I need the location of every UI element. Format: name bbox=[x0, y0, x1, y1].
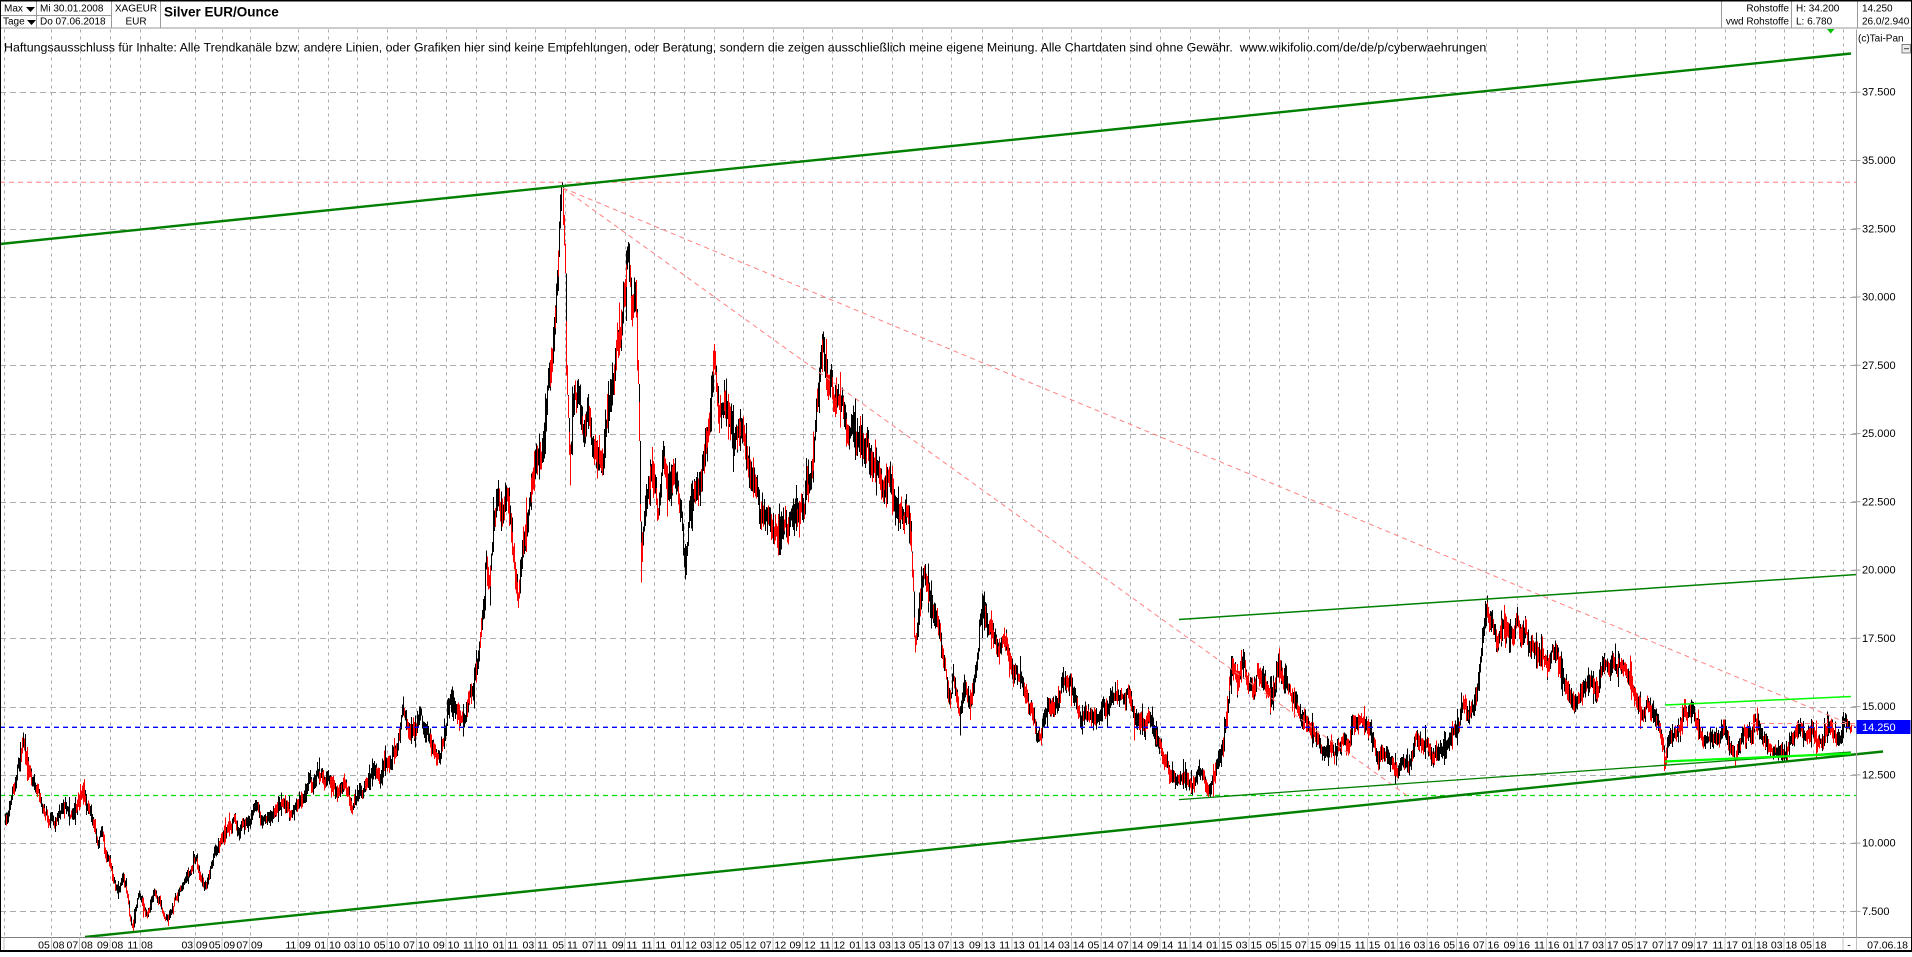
svg-text:09 14: 09 14 bbox=[1147, 940, 1173, 952]
svg-text:09 13: 09 13 bbox=[969, 940, 995, 952]
svg-text:05 15: 05 15 bbox=[1266, 940, 1292, 952]
svg-text:(c)Tai-Pan: (c)Tai-Pan bbox=[1858, 34, 1904, 45]
svg-text:11 10: 11 10 bbox=[463, 940, 489, 952]
svg-text:09 17: 09 17 bbox=[1682, 940, 1708, 952]
svg-text:07 12: 07 12 bbox=[760, 940, 786, 952]
svg-text:XAGEUR: XAGEUR bbox=[115, 4, 157, 15]
svg-text:05 13: 05 13 bbox=[909, 940, 935, 952]
svg-text:01 11: 01 11 bbox=[493, 940, 519, 952]
svg-text:15.000: 15.000 bbox=[1862, 701, 1896, 713]
svg-text:01 13: 01 13 bbox=[849, 940, 875, 952]
svg-text:14.250: 14.250 bbox=[1862, 4, 1893, 15]
svg-text:03 09: 03 09 bbox=[181, 940, 207, 952]
svg-text:03 16: 03 16 bbox=[1414, 940, 1440, 952]
svg-text:L: 6.780: L: 6.780 bbox=[1796, 17, 1833, 28]
svg-text:11 14: 11 14 bbox=[1177, 940, 1203, 952]
svg-text:01 15: 01 15 bbox=[1206, 940, 1232, 952]
svg-text:01 10: 01 10 bbox=[314, 940, 340, 952]
svg-text:Max: Max bbox=[4, 4, 23, 15]
svg-text:03 18: 03 18 bbox=[1771, 940, 1797, 952]
svg-text:17.500: 17.500 bbox=[1862, 633, 1896, 645]
svg-text:11 08: 11 08 bbox=[127, 940, 153, 952]
svg-text:30.000: 30.000 bbox=[1862, 292, 1896, 304]
svg-text:35.000: 35.000 bbox=[1862, 155, 1896, 167]
svg-text:11 16: 11 16 bbox=[1534, 940, 1560, 952]
svg-text:-: - bbox=[1847, 940, 1851, 952]
svg-text:05 08: 05 08 bbox=[38, 940, 64, 952]
svg-text:09 16: 09 16 bbox=[1504, 940, 1530, 952]
svg-text:05 14: 05 14 bbox=[1088, 940, 1114, 952]
svg-text:01 18: 01 18 bbox=[1741, 940, 1767, 952]
svg-text:37.500: 37.500 bbox=[1862, 87, 1896, 99]
svg-text:09 10: 09 10 bbox=[433, 940, 459, 952]
svg-text:Silver EUR/Ounce: Silver EUR/Ounce bbox=[164, 4, 279, 19]
svg-text:11 13: 11 13 bbox=[999, 940, 1025, 952]
svg-text:Mi 30.01.2008: Mi 30.01.2008 bbox=[40, 4, 104, 15]
svg-text:07 17: 07 17 bbox=[1652, 940, 1678, 952]
svg-text:12.500: 12.500 bbox=[1862, 769, 1896, 781]
svg-text:07.06.18: 07.06.18 bbox=[1867, 940, 1908, 952]
svg-text:09 08: 09 08 bbox=[97, 940, 123, 952]
svg-text:07 10: 07 10 bbox=[403, 940, 429, 952]
svg-text:20.000: 20.000 bbox=[1862, 565, 1896, 577]
svg-text:14.250: 14.250 bbox=[1862, 722, 1896, 734]
svg-text:32.500: 32.500 bbox=[1862, 223, 1896, 235]
svg-text:05 16: 05 16 bbox=[1443, 940, 1469, 952]
svg-text:Do 07.06.2018: Do 07.06.2018 bbox=[40, 17, 106, 28]
svg-text:01 17: 01 17 bbox=[1563, 940, 1589, 952]
svg-text:22.500: 22.500 bbox=[1862, 496, 1896, 508]
svg-text:01 12: 01 12 bbox=[671, 940, 697, 952]
svg-text:09 11: 09 11 bbox=[612, 940, 638, 952]
svg-text:11 09: 11 09 bbox=[285, 940, 311, 952]
svg-text:11 15: 11 15 bbox=[1355, 940, 1381, 952]
svg-text:07 14: 07 14 bbox=[1117, 940, 1143, 952]
svg-text:03 13: 03 13 bbox=[879, 940, 905, 952]
svg-text:05 12: 05 12 bbox=[730, 940, 756, 952]
svg-text:7.500: 7.500 bbox=[1862, 906, 1890, 918]
svg-text:07 11: 07 11 bbox=[582, 940, 608, 952]
svg-text:Haftungsausschluss für Inhalte: Haftungsausschluss für Inhalte: Alle Tre… bbox=[4, 41, 1486, 55]
svg-text:09 15: 09 15 bbox=[1325, 940, 1351, 952]
svg-text:07 15: 07 15 bbox=[1295, 940, 1321, 952]
svg-text:11 12: 11 12 bbox=[820, 940, 846, 952]
svg-text:07 13: 07 13 bbox=[938, 940, 964, 952]
svg-text:Rohstoffe: Rohstoffe bbox=[1746, 4, 1789, 15]
svg-text:H: 34.200: H: 34.200 bbox=[1796, 4, 1840, 15]
svg-text:09 12: 09 12 bbox=[789, 940, 815, 952]
svg-text:07 16: 07 16 bbox=[1473, 940, 1499, 952]
svg-text:03 15: 03 15 bbox=[1236, 940, 1262, 952]
svg-text:05 10: 05 10 bbox=[374, 940, 400, 952]
svg-text:05 17: 05 17 bbox=[1622, 940, 1648, 952]
svg-text:11 17: 11 17 bbox=[1712, 940, 1738, 952]
svg-text:05 18: 05 18 bbox=[1800, 940, 1826, 952]
svg-text:03 10: 03 10 bbox=[344, 940, 370, 952]
svg-text:27.500: 27.500 bbox=[1862, 360, 1896, 372]
svg-text:03 14: 03 14 bbox=[1058, 940, 1084, 952]
svg-text:01 14: 01 14 bbox=[1029, 940, 1055, 952]
svg-text:EUR: EUR bbox=[125, 17, 146, 28]
svg-text:Tage: Tage bbox=[3, 17, 25, 28]
svg-text:07 09: 07 09 bbox=[236, 940, 262, 952]
svg-text:25.000: 25.000 bbox=[1862, 428, 1896, 440]
svg-text:03 11: 03 11 bbox=[523, 940, 549, 952]
svg-text:01 16: 01 16 bbox=[1384, 940, 1410, 952]
svg-text:03 12: 03 12 bbox=[700, 940, 726, 952]
svg-text:07 08: 07 08 bbox=[67, 940, 93, 952]
svg-text:vwd Rohstoffe: vwd Rohstoffe bbox=[1726, 17, 1790, 28]
svg-text:11 11: 11 11 bbox=[642, 940, 667, 952]
svg-text:03 17: 03 17 bbox=[1592, 940, 1618, 952]
svg-text:05 09: 05 09 bbox=[209, 940, 235, 952]
svg-text:10.000: 10.000 bbox=[1862, 838, 1896, 850]
svg-text:26.0/2.940: 26.0/2.940 bbox=[1862, 17, 1910, 28]
svg-text:05 11: 05 11 bbox=[552, 940, 578, 952]
